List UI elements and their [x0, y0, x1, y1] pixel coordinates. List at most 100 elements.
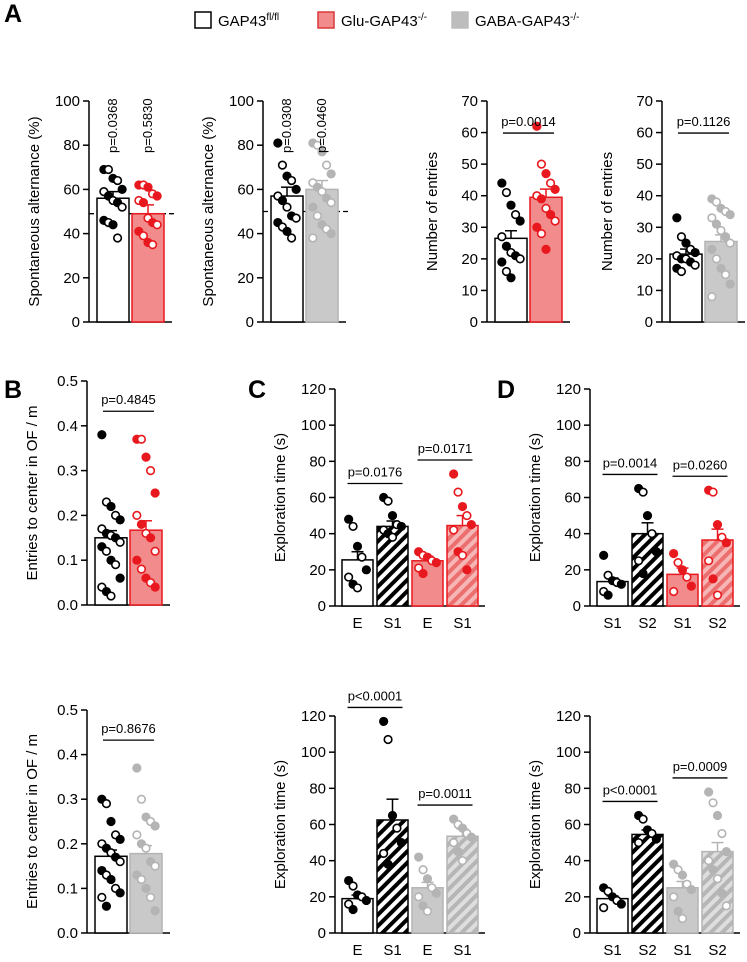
data-point — [725, 210, 735, 220]
data-point — [510, 210, 521, 220]
y-tick-label: 20 — [309, 562, 326, 579]
data-point — [457, 501, 468, 512]
data-point — [532, 121, 542, 131]
data-point — [387, 532, 398, 542]
data-point — [651, 834, 661, 844]
chart-a1: 0 20 40 60 80 100 Spontaneous alternance (%) p=… — [26, 93, 176, 331]
data-point — [603, 590, 613, 600]
y-tick-label: 0 — [246, 314, 254, 331]
x-tick-label: S1 — [603, 942, 621, 959]
legend-swatch-control — [194, 11, 212, 29]
data-point — [725, 238, 735, 248]
data-point — [634, 837, 644, 848]
y-tick-label: 80 — [564, 780, 581, 797]
data-point — [273, 138, 283, 148]
y-axis-label: Number of entries — [599, 152, 616, 271]
data-point — [515, 216, 525, 226]
y-tick-label: 70 — [636, 93, 653, 110]
data-point — [707, 292, 717, 302]
p-value-label: p=0.0368 — [105, 98, 120, 153]
data-point — [383, 859, 393, 869]
x-tick-label: E — [422, 942, 432, 959]
data-point — [115, 834, 125, 844]
data-point — [277, 195, 288, 206]
y-tick-label: 20 — [564, 562, 581, 579]
y-tick-label: 40 — [63, 226, 80, 243]
x-tick-label: S1 — [603, 615, 621, 632]
data-point — [501, 187, 512, 198]
y-tick-label: 80 — [309, 453, 326, 470]
y-tick-label: 60 — [636, 125, 653, 142]
data-point — [506, 273, 516, 283]
data-point — [115, 888, 125, 898]
x-tick-label: S2 — [638, 615, 656, 632]
y-axis-label: Exploration time (s) — [527, 760, 544, 889]
x-tick-label: S2 — [708, 615, 726, 632]
data-point — [136, 434, 147, 444]
chart-a3: 0 10 20 30 40 50 60 70 Number of entries p=0.0014 — [424, 93, 570, 331]
data-point — [712, 520, 723, 530]
x-tick-label: E — [352, 615, 362, 632]
y-tick-label: 40 — [309, 853, 326, 870]
p-value-label: p=0.0011 — [418, 786, 472, 801]
data-point — [115, 857, 125, 867]
data-point — [449, 469, 459, 479]
data-point — [387, 510, 398, 521]
y-axis-label: Number of entries — [424, 152, 441, 271]
data-point — [677, 913, 688, 924]
data-point — [550, 216, 560, 226]
data-point — [634, 556, 644, 566]
bar — [376, 819, 409, 934]
data-point — [418, 568, 428, 579]
data-point — [669, 892, 679, 902]
data-point — [422, 906, 433, 916]
data-point — [414, 892, 424, 902]
data-point — [651, 547, 661, 557]
y-tick-label: 20 — [309, 889, 326, 906]
y-tick-label: 80 — [309, 780, 326, 797]
p-value-label: p=0.0009 — [673, 759, 728, 774]
y-axis-label: Entries to center in OF / m — [24, 734, 41, 909]
data-point — [326, 198, 336, 208]
legend-swatch-gaba — [451, 11, 469, 29]
y-axis-label: Spontaneous alternance (%) — [200, 116, 217, 306]
y-tick-label: 0.4 — [57, 418, 78, 435]
data-point — [136, 564, 147, 574]
p-value-label: p=0.0460 — [314, 98, 329, 153]
data-point — [141, 883, 151, 894]
y-tick-label: 40 — [309, 526, 326, 543]
y-axis-label: Exploration time (s) — [527, 433, 544, 562]
data-point — [383, 496, 393, 506]
x-tick-label: S1 — [383, 615, 401, 632]
data-point — [348, 881, 358, 891]
data-point — [357, 552, 367, 562]
p-value-label: p=0.0014 — [501, 114, 556, 129]
y-tick-label: 0 — [573, 925, 581, 942]
x-tick-label: E — [422, 615, 432, 632]
data-point — [536, 194, 547, 204]
data-point — [721, 847, 731, 857]
data-point — [721, 901, 731, 911]
y-tick-label: 40 — [461, 188, 478, 205]
chart-c1: 0 20 40 60 80 100 120 Exploration time (s) E S1 E S… — [272, 381, 485, 632]
p-value-label: p=0.8676 — [101, 721, 156, 736]
y-tick-label: 20 — [461, 251, 478, 268]
data-point — [317, 187, 327, 197]
y-axis-label: Entries to center in OF / m — [24, 405, 41, 580]
data-point — [106, 501, 116, 512]
data-point — [132, 830, 142, 840]
data-point — [112, 175, 123, 186]
data-point — [599, 550, 609, 560]
y-tick-label: 20 — [564, 889, 581, 906]
panel-letter-c: C — [248, 376, 266, 404]
y-tick-label: 0 — [318, 598, 326, 615]
y-tick-label: 60 — [237, 181, 254, 198]
data-point — [115, 573, 125, 583]
p-value-label: p=0.0260 — [673, 457, 728, 472]
data-point — [712, 590, 723, 600]
y-tick-label: 100 — [556, 744, 581, 761]
data-point — [616, 579, 626, 589]
p-value-label: p=0.5830 — [140, 98, 155, 153]
data-point — [150, 821, 160, 831]
data-point — [712, 874, 723, 884]
